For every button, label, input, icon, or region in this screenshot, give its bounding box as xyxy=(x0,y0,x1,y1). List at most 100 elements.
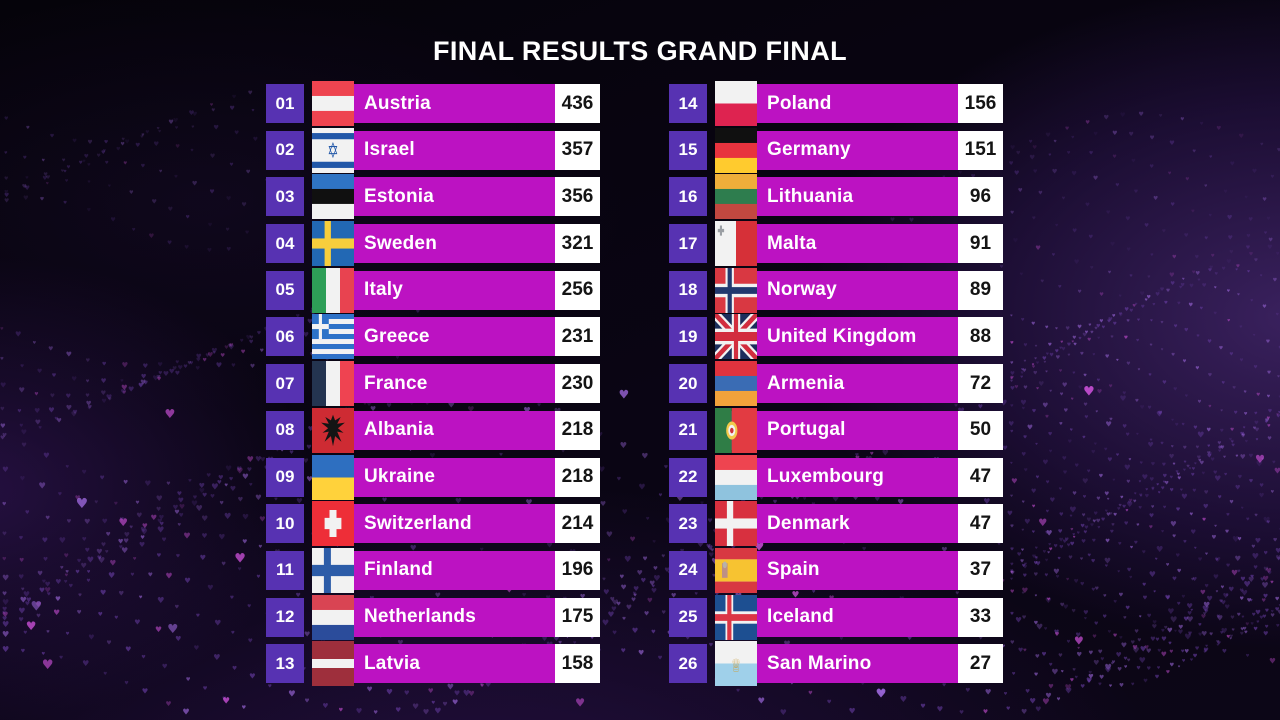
country-label: Denmark xyxy=(767,512,850,534)
svg-text:✡: ✡ xyxy=(327,138,338,163)
country-label: Israel xyxy=(364,139,415,161)
result-row: 19 United Kingdom 88 xyxy=(669,314,1003,360)
result-bar: France xyxy=(312,361,555,407)
country-label: Iceland xyxy=(767,606,834,628)
result-row: 20 Armenia 72 xyxy=(669,361,1003,407)
rank-badge: 21 xyxy=(669,410,707,450)
result-bar: ♕ San Marino xyxy=(715,641,958,687)
flag-malta-icon xyxy=(715,221,757,267)
points-value: 196 xyxy=(555,550,600,590)
result-row: 09 Ukraine 218 xyxy=(266,454,600,500)
flag-denmark-icon xyxy=(715,501,757,547)
rank-badge: 22 xyxy=(669,457,707,497)
result-row: 16 Lithuania 96 xyxy=(669,174,1003,220)
flag-finland-icon xyxy=(312,547,354,593)
svg-text:♕: ♕ xyxy=(731,655,741,677)
country-label: Austria xyxy=(364,92,431,114)
country-label: Estonia xyxy=(364,185,435,207)
flag-netherlands-icon xyxy=(312,594,354,640)
results-column-right: 14 Poland 156 15 Germany 151 16 Lithuania 96 17 Ma… xyxy=(669,81,1003,687)
points-value: 357 xyxy=(555,130,600,170)
country-label: Latvia xyxy=(364,652,421,674)
flag-sweden-icon xyxy=(312,221,354,267)
result-bar: Portugal xyxy=(715,407,958,453)
points-value: 218 xyxy=(555,410,600,450)
country-label: Malta xyxy=(767,232,817,254)
country-label: Greece xyxy=(364,325,430,347)
country-label: Armenia xyxy=(767,372,845,394)
rank-badge: 11 xyxy=(266,550,304,590)
rank-badge: 05 xyxy=(266,270,304,310)
result-bar: Switzerland xyxy=(312,501,555,547)
flag-estonia-icon xyxy=(312,174,354,220)
country-label: Switzerland xyxy=(364,512,472,534)
result-row: 04 Sweden 321 xyxy=(266,221,600,267)
points-value: 321 xyxy=(555,224,600,264)
flag-poland-icon xyxy=(715,81,757,126)
rank-badge: 23 xyxy=(669,504,707,544)
country-label: Ukraine xyxy=(364,466,436,487)
result-bar: Luxembourg xyxy=(715,454,958,500)
country-label: Italy xyxy=(364,279,404,301)
country-label: Lithuania xyxy=(767,185,854,207)
points-value: 27 xyxy=(958,644,1003,684)
country-label: San Marino xyxy=(767,652,872,674)
rank-badge: 09 xyxy=(266,457,304,497)
points-value: 214 xyxy=(555,504,600,544)
points-value: 96 xyxy=(958,177,1003,217)
result-row: 12 Netherlands 175 xyxy=(266,594,600,640)
result-bar: ✡ Israel xyxy=(312,127,555,173)
flag-israel-icon: ✡ xyxy=(312,127,354,173)
result-row: 13 Latvia 158 xyxy=(266,641,600,687)
flag-germany-icon xyxy=(715,127,757,173)
flag-switzerland-icon xyxy=(312,501,354,547)
result-row: 10 Switzerland 214 xyxy=(266,501,600,547)
result-bar: Albania xyxy=(312,407,555,453)
result-bar: Netherlands xyxy=(312,594,555,640)
rank-badge: 20 xyxy=(669,364,707,404)
page-title: FINAL RESULTS GRAND FINAL xyxy=(433,36,847,66)
points-value: 356 xyxy=(555,177,600,217)
result-row: 23 Denmark 47 xyxy=(669,501,1003,547)
result-row: 11 Finland 196 xyxy=(266,547,600,593)
rank-badge: 07 xyxy=(266,364,304,404)
result-row: 01 Austria 436 xyxy=(266,81,600,126)
points-value: 231 xyxy=(555,317,600,357)
rank-badge: 16 xyxy=(669,177,707,217)
flag-greece-icon xyxy=(312,314,354,360)
result-row: 08 Albania 218 xyxy=(266,407,600,453)
country-label: Norway xyxy=(767,279,837,301)
points-value: 37 xyxy=(958,550,1003,590)
result-row: 21 Portugal 50 xyxy=(669,407,1003,453)
result-bar: Latvia xyxy=(312,641,555,687)
points-value: 158 xyxy=(555,644,600,684)
result-bar: Lithuania xyxy=(715,174,958,220)
result-row: 25 Iceland 33 xyxy=(669,594,1003,640)
flag-spain-icon xyxy=(715,547,757,593)
result-row: 17 Malta 91 xyxy=(669,221,1003,267)
country-label: Poland xyxy=(767,92,832,114)
result-row: 22 Luxembourg 47 xyxy=(669,454,1003,500)
results-board: 01 Austria 436 02 ✡ Israel 357 03 Estonia 356 04 Sw… xyxy=(266,81,1003,687)
rank-badge: 26 xyxy=(669,644,707,684)
flag-latvia-icon xyxy=(312,641,354,687)
result-bar: Germany xyxy=(715,127,958,173)
rank-badge: 06 xyxy=(266,317,304,357)
points-value: 33 xyxy=(958,597,1003,637)
result-row: 05 Italy 256 xyxy=(266,267,600,313)
flag-italy-icon xyxy=(312,267,354,313)
country-label: France xyxy=(364,372,428,394)
result-bar: Malta xyxy=(715,221,958,267)
flag-lithuania-icon xyxy=(715,174,757,220)
flag-austria-icon xyxy=(312,81,354,126)
result-row: 15 Germany 151 xyxy=(669,127,1003,173)
flag-iceland-icon xyxy=(715,594,757,640)
country-label: Portugal xyxy=(767,419,846,441)
result-row: 18 Norway 89 xyxy=(669,267,1003,313)
points-value: 175 xyxy=(555,597,600,637)
result-row: 02 ✡ Israel 357 xyxy=(266,127,600,173)
result-bar: Estonia xyxy=(312,174,555,220)
rank-badge: 02 xyxy=(266,130,304,170)
result-bar: Denmark xyxy=(715,501,958,547)
